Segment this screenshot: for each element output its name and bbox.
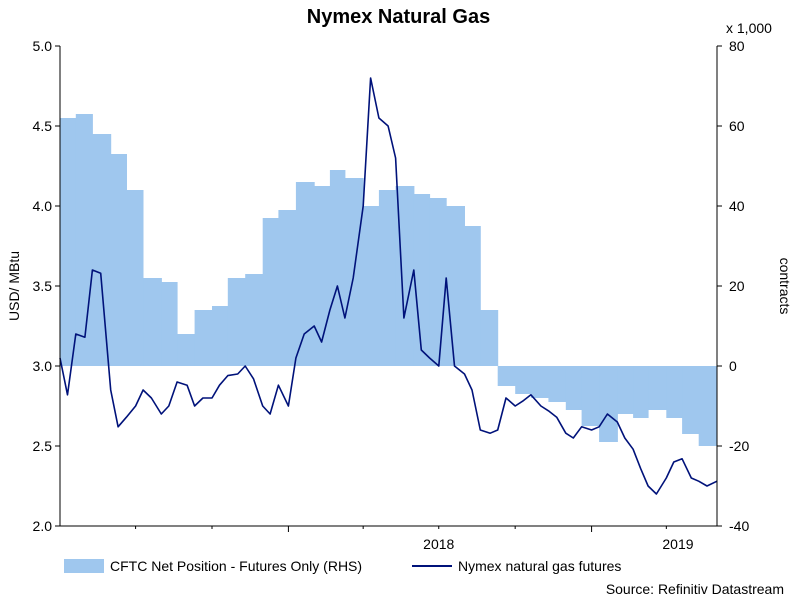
net-position-bar bbox=[395, 186, 415, 366]
axes-layer bbox=[55, 45, 722, 532]
net-position-bar bbox=[497, 366, 516, 386]
net-position-area-layer bbox=[60, 114, 718, 466]
right-tick-label: -20 bbox=[729, 438, 749, 454]
net-position-bar bbox=[464, 226, 481, 366]
net-position-bar bbox=[295, 182, 315, 366]
right-tick-label: 60 bbox=[729, 118, 745, 134]
net-position-bar bbox=[278, 210, 297, 366]
net-position-bar bbox=[363, 206, 380, 366]
x-tick-label: 2019 bbox=[662, 536, 693, 552]
legend-swatch-line bbox=[412, 565, 452, 567]
right-tick-label: 80 bbox=[729, 38, 745, 54]
left-tick-label: 2.0 bbox=[33, 518, 53, 534]
net-position-bar bbox=[227, 278, 246, 366]
left-tick-label: 4.0 bbox=[33, 198, 53, 214]
net-position-bar bbox=[378, 190, 396, 366]
net-position-bar bbox=[161, 282, 178, 366]
right-tick-label: 0 bbox=[729, 358, 737, 374]
net-position-bar bbox=[212, 306, 229, 366]
right-axis-label: contracts bbox=[777, 258, 793, 315]
legend-item-net-position: CFTC Net Position - Futures Only (RHS) bbox=[64, 558, 362, 574]
x-tick-label: 2018 bbox=[423, 536, 454, 552]
net-position-bar bbox=[413, 194, 431, 366]
left-tick-label: 2.5 bbox=[33, 438, 53, 454]
source-note: Source: Refinitiv Datastream bbox=[605, 581, 784, 597]
legend-label-net-position: CFTC Net Position - Futures Only (RHS) bbox=[110, 558, 363, 574]
net-position-bar bbox=[666, 366, 683, 418]
net-position-bar bbox=[617, 366, 634, 414]
net-position-bar bbox=[92, 134, 112, 366]
net-position-bar bbox=[177, 334, 195, 366]
net-position-bar bbox=[633, 366, 649, 418]
net-position-bar bbox=[126, 190, 144, 366]
net-position-bar bbox=[143, 278, 162, 366]
left-axis-label: USD/ MBtu bbox=[6, 251, 22, 321]
net-position-bar bbox=[110, 154, 127, 366]
net-position-bar bbox=[515, 366, 532, 394]
net-position-bar bbox=[480, 310, 499, 366]
net-position-bar bbox=[530, 366, 549, 398]
net-position-bar bbox=[446, 206, 465, 366]
net-position-bar bbox=[329, 170, 346, 366]
left-tick-label: 3.0 bbox=[33, 358, 53, 374]
right-tick-label: -40 bbox=[729, 518, 749, 534]
net-position-bar bbox=[648, 366, 667, 410]
right-axis-multiplier: x 1,000 bbox=[726, 20, 772, 36]
net-position-bar bbox=[194, 310, 213, 366]
net-position-bar bbox=[581, 366, 600, 426]
net-position-bar bbox=[599, 366, 618, 442]
net-position-bar bbox=[75, 114, 93, 366]
net-position-bar bbox=[60, 118, 77, 366]
net-position-bar bbox=[548, 366, 567, 402]
right-tick-label: 40 bbox=[729, 198, 745, 214]
left-tick-label: 4.5 bbox=[33, 118, 53, 134]
left-tick-label: 3.5 bbox=[33, 278, 53, 294]
legend-item-gas-futures: Nymex natural gas futures bbox=[412, 558, 621, 574]
tick-labels-layer: 5.0 4.5 4.0 3.5 3.0 2.5 2.0 80 60 40 20 0 -20 -40 2018… bbox=[33, 38, 750, 552]
net-position-bar bbox=[698, 366, 718, 446]
net-position-bar bbox=[245, 274, 264, 366]
net-position-bar bbox=[262, 218, 279, 366]
net-position-bar bbox=[565, 366, 583, 410]
legend-swatch-area bbox=[64, 559, 104, 573]
left-tick-label: 5.0 bbox=[33, 38, 53, 54]
price-line-layer bbox=[59, 77, 718, 495]
net-position-bar bbox=[682, 366, 700, 434]
legend-label-gas-futures: Nymex natural gas futures bbox=[458, 558, 622, 574]
right-tick-label: 20 bbox=[729, 278, 745, 294]
gas-futures-line bbox=[59, 77, 718, 495]
chart-title: Nymex Natural Gas bbox=[306, 6, 491, 28]
net-position-bar bbox=[429, 198, 447, 366]
